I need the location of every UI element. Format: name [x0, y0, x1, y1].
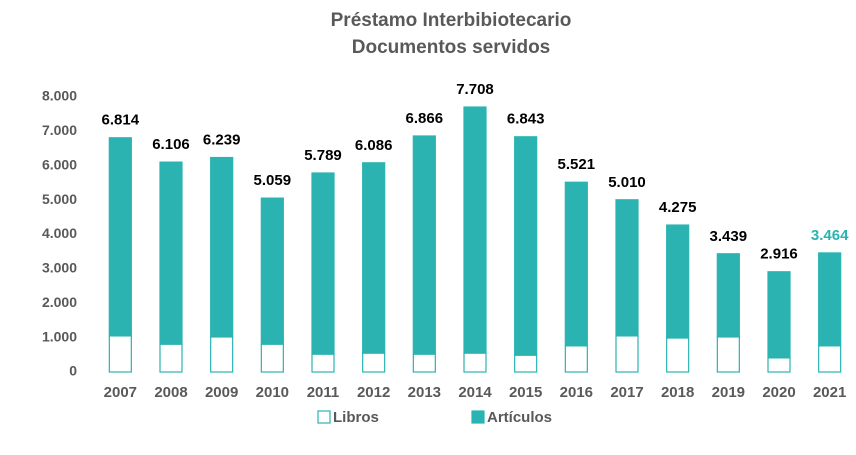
- bar-segment: [362, 162, 386, 354]
- total-label: 5.010: [608, 174, 646, 191]
- x-tick-label: 2019: [712, 384, 745, 401]
- y-tick-label: 2.000: [42, 294, 77, 310]
- x-tick-label: 2016: [560, 384, 593, 401]
- total-label: 6.843: [507, 111, 545, 128]
- bar-segment: [159, 161, 183, 345]
- bar-segment: [159, 343, 183, 373]
- bar-segment: [716, 336, 740, 373]
- x-tick-label: 2020: [762, 384, 795, 401]
- bar-segment: [514, 354, 538, 373]
- bar-segment: [311, 353, 335, 373]
- x-tick-label: 2009: [205, 384, 238, 401]
- legend-swatch: [317, 410, 331, 424]
- bar-segment: [615, 335, 639, 373]
- y-tick-label: 4.000: [42, 225, 77, 241]
- chart-title: Préstamo Interbibiotecario: [331, 10, 572, 31]
- x-tick-label: 2007: [104, 384, 137, 401]
- total-label: 6.866: [406, 110, 444, 127]
- y-tick-label: 1.000: [42, 328, 77, 344]
- bar-segment: [260, 343, 284, 373]
- bar-segment: [311, 172, 335, 355]
- x-tick-label: 2010: [256, 384, 289, 401]
- total-label: 6.239: [203, 132, 241, 149]
- total-label: 5.521: [558, 156, 596, 173]
- y-tick-label: 0: [69, 363, 77, 379]
- y-tick-label: 6.000: [42, 156, 77, 172]
- bar-segment: [108, 137, 132, 337]
- bar-segment: [210, 336, 234, 373]
- x-tick-label: 2015: [509, 384, 542, 401]
- bar-segment: [767, 271, 791, 359]
- bar-segment: [108, 335, 132, 373]
- bar-segment: [463, 352, 487, 373]
- total-label: 5.789: [304, 147, 342, 164]
- total-label: 2.916: [760, 246, 798, 263]
- bar-segment: [818, 252, 842, 347]
- bar-segment: [412, 135, 436, 355]
- legend-label: Artículos: [487, 409, 552, 426]
- x-tick-label: 2011: [307, 384, 340, 401]
- total-label: 6.106: [152, 136, 190, 153]
- total-label: 5.059: [254, 172, 292, 189]
- y-tick-label: 8.000: [42, 88, 77, 104]
- x-tick-label: 2017: [610, 384, 643, 401]
- bar-segment: [666, 224, 690, 339]
- legend-label: Libros: [333, 409, 379, 426]
- total-label: 3.464: [811, 227, 849, 244]
- bar-segment: [362, 352, 386, 373]
- bar-segment: [564, 181, 588, 347]
- bar-segment: [615, 199, 639, 337]
- total-label: 6.086: [355, 137, 393, 154]
- x-tick-label: 2018: [661, 384, 694, 401]
- y-tick-label: 7.000: [42, 122, 77, 138]
- total-label: 3.439: [710, 228, 748, 245]
- bar-segment: [514, 136, 538, 356]
- bar-segment: [564, 345, 588, 373]
- x-tick-label: 2012: [357, 384, 390, 401]
- total-label: 6.814: [102, 112, 140, 129]
- legend-swatch: [471, 410, 485, 424]
- y-tick-label: 5.000: [42, 191, 77, 207]
- x-tick-label: 2013: [408, 384, 441, 401]
- x-tick-label: 2014: [458, 384, 492, 401]
- bar-segment: [767, 357, 791, 373]
- bar-segment: [666, 337, 690, 373]
- bar-segment: [412, 353, 436, 373]
- total-label: 4.275: [659, 199, 697, 216]
- chart-title: Documentos servidos: [352, 37, 551, 58]
- bar-segment: [463, 106, 487, 354]
- bar-segment: [210, 156, 234, 338]
- x-tick-label: 2021: [813, 384, 846, 401]
- bar-segment: [260, 197, 284, 345]
- bar-segment: [716, 253, 740, 338]
- total-label: 7.708: [456, 81, 494, 98]
- bar-segment: [818, 345, 842, 373]
- y-tick-label: 3.000: [42, 260, 77, 276]
- x-tick-label: 2008: [154, 384, 187, 401]
